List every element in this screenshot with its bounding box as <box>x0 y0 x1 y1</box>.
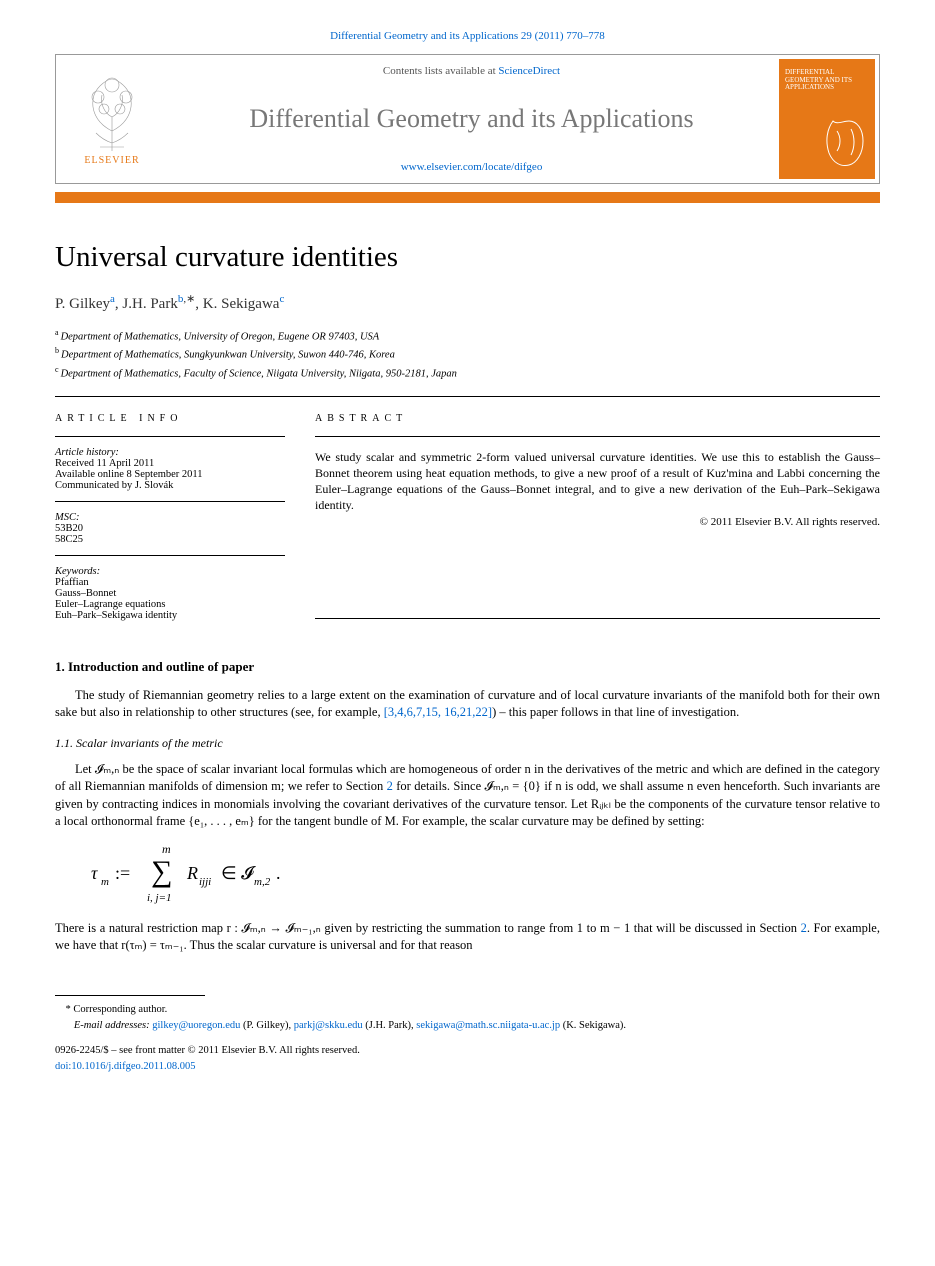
author-1-aff: a <box>110 293 115 305</box>
svg-text:ijji: ijji <box>199 876 211 888</box>
email-gilkey[interactable]: gilkey@uoregon.edu <box>152 1020 240 1031</box>
corresponding-star: ,∗ <box>183 293 195 305</box>
journal-cover-thumbnail: DIFFERENTIAL GEOMETRY AND ITS APPLICATIO… <box>779 59 875 179</box>
cover-title: DIFFERENTIAL GEOMETRY AND ITS APPLICATIO… <box>785 69 869 92</box>
svg-text:m: m <box>101 876 109 888</box>
keyword-3: Euler–Lagrange equations <box>55 599 285 610</box>
keyword-1: Pfaffian <box>55 577 285 588</box>
history-label: Article history: <box>55 447 285 458</box>
msc-2: 58C25 <box>55 534 285 545</box>
elsevier-tree-icon <box>76 73 148 153</box>
author-3-aff: c <box>279 293 284 305</box>
keyword-4: Euh–Park–Sekigawa identity <box>55 610 285 621</box>
received-date: Received 11 April 2011 <box>55 458 285 469</box>
author-3: K. Sekigawac <box>203 296 285 312</box>
svg-text:∑: ∑ <box>151 855 172 888</box>
top-rule <box>55 396 880 397</box>
elsevier-logo: ELSEVIER <box>56 55 168 183</box>
abstract-copyright: © 2011 Elsevier B.V. All rights reserved… <box>315 516 880 528</box>
doi-link[interactable]: 10.1016/j.difgeo.2011.08.005 <box>71 1061 195 1072</box>
svg-text:R: R <box>186 863 198 883</box>
online-date: Available online 8 September 2011 <box>55 469 285 480</box>
ref-link-group[interactable]: [3,4,6,7,15, 16,21,22] <box>384 705 492 719</box>
svg-text:m: m <box>162 842 171 856</box>
orange-bar <box>55 192 880 203</box>
email-addresses: E-mail addresses: gilkey@uoregon.edu (P.… <box>55 1018 880 1034</box>
author-1: P. Gilkeya <box>55 296 115 312</box>
section-1-1-paragraph-1: Let 𝓘ₘ,ₙ be the space of scalar invarian… <box>55 761 880 831</box>
affiliations: aDepartment of Mathematics, University o… <box>55 327 880 382</box>
svg-text:m,2: m,2 <box>254 876 271 888</box>
svg-text:i, j=1: i, j=1 <box>147 892 172 904</box>
footnote-rule <box>55 995 205 996</box>
top-citation: Differential Geometry and its Applicatio… <box>55 30 880 42</box>
abstract-text: We study scalar and symmetric 2-form val… <box>315 449 880 514</box>
section-1-1-heading: 1.1. Scalar invariants of the metric <box>55 736 880 751</box>
header-box: ELSEVIER Contents lists available at Sci… <box>55 54 880 184</box>
article-info-column: ARTICLE INFO Article history: Received 1… <box>55 413 285 631</box>
svg-text:∈ 𝓘: ∈ 𝓘 <box>221 863 256 883</box>
abstract-heading: ABSTRACT <box>315 413 880 424</box>
author-2: J.H. Parkb,∗ <box>122 296 195 312</box>
contents-available: Contents lists available at ScienceDirec… <box>383 65 560 77</box>
keywords-label: Keywords: <box>55 566 285 577</box>
section-1-1-paragraph-2: There is a natural restriction map r : 𝓘… <box>55 920 880 955</box>
contents-prefix: Contents lists available at <box>383 65 498 77</box>
section-1-heading: 1. Introduction and outline of paper <box>55 659 880 675</box>
issn-line: 0926-2245/$ – see front matter © 2011 El… <box>55 1043 880 1059</box>
affiliation-b: bDepartment of Mathematics, Sungkyunkwan… <box>55 345 880 363</box>
sciencedirect-link[interactable]: ScienceDirect <box>498 65 560 77</box>
svg-text::=: := <box>115 863 130 883</box>
affiliation-c: cDepartment of Mathematics, Faculty of S… <box>55 364 880 382</box>
svg-text:.: . <box>276 863 281 883</box>
msc-label: MSC: <box>55 512 285 523</box>
article-info-heading: ARTICLE INFO <box>55 413 285 424</box>
article-title: Universal curvature identities <box>55 241 880 274</box>
doi-line: doi:10.1016/j.difgeo.2011.08.005 <box>55 1059 880 1075</box>
affiliation-a: aDepartment of Mathematics, University o… <box>55 327 880 345</box>
journal-title: Differential Geometry and its Applicatio… <box>249 104 693 134</box>
authors: P. Gilkeya, J.H. Parkb,∗, K. Sekigawac <box>55 292 880 313</box>
email-sekigawa[interactable]: sekigawa@math.sc.niigata-u.ac.jp <box>416 1020 560 1031</box>
communicated-by: Communicated by J. Slovák <box>55 480 285 491</box>
svg-text:τ: τ <box>91 863 98 883</box>
abstract-column: ABSTRACT We study scalar and symmetric 2… <box>315 413 880 631</box>
email-park[interactable]: parkj@skku.edu <box>294 1020 363 1031</box>
elsevier-label: ELSEVIER <box>84 155 139 166</box>
keyword-2: Gauss–Bonnet <box>55 588 285 599</box>
corresponding-author-note: * Corresponding author. <box>55 1002 880 1018</box>
msc-1: 53B20 <box>55 523 285 534</box>
journal-url[interactable]: www.elsevier.com/locate/difgeo <box>401 161 543 173</box>
equation-tau: τ m := m ∑ i, j=1 R ijji ∈ 𝓘 m,2 . <box>91 841 880 910</box>
section-1-paragraph: The study of Riemannian geometry relies … <box>55 687 880 722</box>
cover-graphic-icon <box>823 119 867 169</box>
footer: * Corresponding author. E-mail addresses… <box>55 1002 880 1075</box>
